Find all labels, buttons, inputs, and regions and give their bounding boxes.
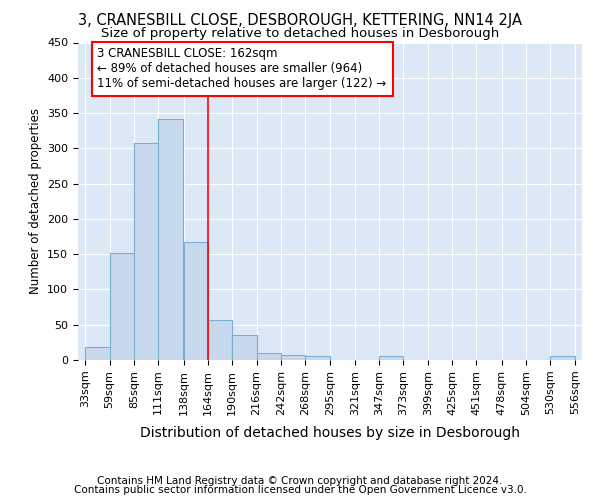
Bar bbox=[305, 356, 329, 360]
Text: 3 CRANESBILL CLOSE: 162sqm
← 89% of detached houses are smaller (964)
11% of sem: 3 CRANESBILL CLOSE: 162sqm ← 89% of deta… bbox=[97, 48, 387, 90]
Text: 3, CRANESBILL CLOSE, DESBOROUGH, KETTERING, NN14 2JA: 3, CRANESBILL CLOSE, DESBOROUGH, KETTERI… bbox=[78, 12, 522, 28]
Bar bbox=[232, 336, 257, 360]
Bar bbox=[134, 144, 158, 360]
Bar bbox=[257, 353, 281, 360]
Bar bbox=[110, 253, 134, 360]
Bar bbox=[379, 356, 403, 360]
Bar bbox=[208, 320, 232, 360]
Bar bbox=[158, 120, 182, 360]
Bar bbox=[85, 348, 110, 360]
Y-axis label: Number of detached properties: Number of detached properties bbox=[29, 108, 41, 294]
Text: Contains HM Land Registry data © Crown copyright and database right 2024.: Contains HM Land Registry data © Crown c… bbox=[97, 476, 503, 486]
X-axis label: Distribution of detached houses by size in Desborough: Distribution of detached houses by size … bbox=[140, 426, 520, 440]
Bar bbox=[550, 356, 575, 360]
Bar bbox=[184, 242, 208, 360]
Text: Contains public sector information licensed under the Open Government Licence v3: Contains public sector information licen… bbox=[74, 485, 526, 495]
Text: Size of property relative to detached houses in Desborough: Size of property relative to detached ho… bbox=[101, 28, 499, 40]
Bar bbox=[281, 355, 305, 360]
